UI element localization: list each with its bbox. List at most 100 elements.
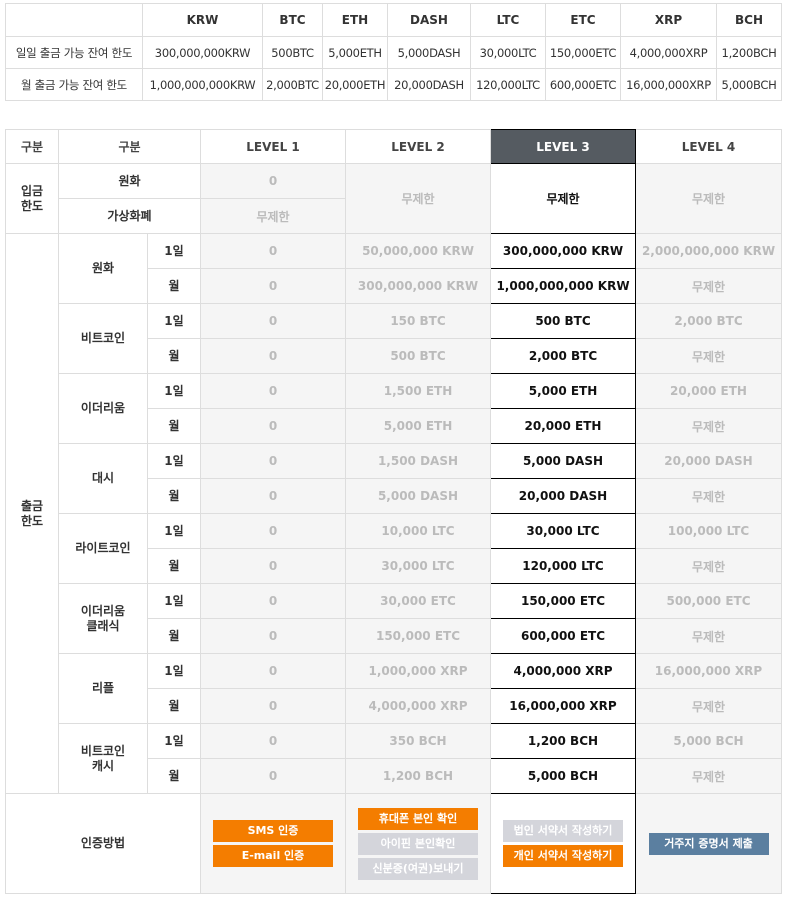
coin-name: 이더리움 xyxy=(58,373,148,444)
auth-button[interactable]: 아이핀 본인확인 xyxy=(358,832,478,855)
header-level-3: LEVEL 3 xyxy=(490,129,636,164)
level4-limit: 무제한 xyxy=(635,408,782,444)
level4-limit: 무제한 xyxy=(635,338,782,374)
summary-value: 1,200BCH xyxy=(716,36,782,69)
level1-limit: 0 xyxy=(200,408,346,444)
level4-limit: 무제한 xyxy=(635,758,782,794)
level1-limit: 0 xyxy=(200,653,346,689)
summary-value: 150,000ETC xyxy=(545,36,621,69)
level1-limit: 0 xyxy=(200,303,346,339)
summary-row: 월 출금 가능 잔여 한도 1,000,000,000KRW 2,000BTC 20,… xyxy=(5,68,782,101)
level3-limit: 150,000 ETC xyxy=(490,583,636,619)
level3-limit: 5,000 BCH xyxy=(490,758,636,794)
header-level-2: LEVEL 2 xyxy=(345,129,491,164)
period-label: 월 xyxy=(147,758,201,794)
period-label: 월 xyxy=(147,618,201,654)
level2-limit: 150 BTC xyxy=(345,303,491,339)
period-label: 월 xyxy=(147,338,201,374)
level3-limit: 120,000 LTC xyxy=(490,548,636,584)
period-label: 월 xyxy=(147,408,201,444)
level3-limit: 20,000 ETH xyxy=(490,408,636,444)
level1-limit: 0 xyxy=(200,338,346,374)
level4-limit: 무제한 xyxy=(635,268,782,304)
deposit-row-krw: 입금 한도 원화 0 무제한 무제한 무제한 xyxy=(5,163,782,234)
auth-label: 인증방법 xyxy=(5,793,201,894)
summary-row: 일일 출금 가능 잔여 한도 300,000,000KRW 500BTC 5,000E… xyxy=(5,36,782,69)
summary-value: 20,000ETH xyxy=(322,68,388,101)
summary-value: 4,000,000XRP xyxy=(620,36,717,69)
summary-row-label: 일일 출금 가능 잔여 한도 xyxy=(5,36,143,69)
level4-limit: 20,000 DASH xyxy=(635,443,782,479)
level1-limit: 0 xyxy=(200,478,346,514)
level2-limit: 5,000 ETH xyxy=(345,408,491,444)
auth-button[interactable]: 거주지 증명서 제출 xyxy=(648,832,769,855)
deposit-row-crypto: 가상화폐 무제한 xyxy=(6,198,782,234)
summary-value: 600,000ETC xyxy=(545,68,621,101)
level3-limit: 500 BTC xyxy=(490,303,636,339)
level1-limit: 0 xyxy=(200,513,346,549)
withdraw-label: 출금 한도 xyxy=(5,233,59,794)
auth-button[interactable]: 신분증(여권)보내기 xyxy=(358,857,478,880)
level1-limit: 0 xyxy=(200,723,346,759)
withdraw-row: 비트코인 1일 0 150 BTC 500 BTC 2,000 BTC xyxy=(6,303,782,374)
auth-button[interactable]: 개인 서약서 작성하기 xyxy=(503,845,623,867)
level2-limit: 10,000 LTC xyxy=(345,513,491,549)
period-label: 월 xyxy=(147,478,201,514)
level2-limit: 30,000 LTC xyxy=(345,548,491,584)
auth-button[interactable]: E-mail 인증 xyxy=(213,845,333,867)
level2-limit: 30,000 ETC xyxy=(345,583,491,619)
header-level-1: LEVEL 1 xyxy=(200,129,346,164)
level-limit-table: 구분 구분 LEVEL 1 LEVEL 2 LEVEL 3 LEVEL 4 입금 한도 원화 0 무… xyxy=(5,129,782,894)
level4-limit: 무제한 xyxy=(635,478,782,514)
coin-name: 리플 xyxy=(58,653,148,724)
summary-value: 1,000,000,000KRW xyxy=(142,68,263,101)
level4-auth-methods: 거주지 증명서 제출 xyxy=(635,793,782,894)
level1-limit: 0 xyxy=(200,233,346,269)
level2-limit: 1,500 DASH xyxy=(345,443,491,479)
withdraw-row: 월 0 5,000 ETH 20,000 ETH 무제한 xyxy=(6,408,782,444)
header-subcategory: 구분 xyxy=(58,129,201,164)
summary-header-1: KRW xyxy=(142,3,263,37)
coin-name: 원화 xyxy=(58,233,148,304)
summary-value: 30,000LTC xyxy=(470,36,546,69)
level2-limit: 4,000,000 XRP xyxy=(345,688,491,724)
summary-header-6: ETC xyxy=(545,3,621,37)
withdraw-row: 이더리움 1일 0 1,500 ETH 5,000 ETH 20,000 ETH xyxy=(6,373,782,444)
level4-deposit: 무제한 xyxy=(635,163,782,234)
level3-limit: 16,000,000 XRP xyxy=(490,688,636,724)
level1-limit: 0 xyxy=(200,268,346,304)
level4-limit: 2,000 BTC xyxy=(635,303,782,339)
auth-button[interactable]: SMS 인증 xyxy=(213,820,333,842)
header-level-4: LEVEL 4 xyxy=(635,129,782,164)
withdraw-row: 대시 1일 0 1,500 DASH 5,000 DASH 20,000 DASH xyxy=(6,443,782,514)
deposit-crypto-label: 가상화폐 xyxy=(58,198,201,234)
withdraw-row: 비트코인 캐시 1일 0 350 BCH 1,200 BCH 5,000 BCH xyxy=(6,723,782,794)
level2-limit: 350 BCH xyxy=(345,723,491,759)
summary-header-5: LTC xyxy=(470,3,546,37)
level1-limit: 0 xyxy=(200,758,346,794)
summary-value: 500BTC xyxy=(262,36,323,69)
auth-button[interactable]: 법인 서약서 작성하기 xyxy=(503,820,623,842)
withdraw-row: 월 0 5,000 DASH 20,000 DASH 무제한 xyxy=(6,478,782,514)
level3-limit: 5,000 ETH xyxy=(490,373,636,409)
level4-limit: 무제한 xyxy=(635,548,782,584)
period-label: 월 xyxy=(147,268,201,304)
level3-deposit: 무제한 xyxy=(490,163,636,234)
period-label: 월 xyxy=(147,548,201,584)
level4-limit: 100,000 LTC xyxy=(635,513,782,549)
summary-row-label: 월 출금 가능 잔여 한도 xyxy=(5,68,143,101)
period-label: 1일 xyxy=(147,443,201,479)
summary-header-0 xyxy=(5,3,143,37)
level4-limit: 16,000,000 XRP xyxy=(635,653,782,689)
withdraw-row: 라이트코인 1일 0 10,000 LTC 30,000 LTC 100,000 LTC xyxy=(6,513,782,584)
level2-auth-methods: 휴대폰 본인 확인 아이핀 본인확인 신분증(여권)보내기 xyxy=(345,793,491,894)
auth-button[interactable]: 휴대폰 본인 확인 xyxy=(358,807,478,830)
level1-limit: 0 xyxy=(200,443,346,479)
period-label: 1일 xyxy=(147,653,201,689)
level1-deposit-crypto: 무제한 xyxy=(200,198,346,234)
level2-limit: 500 BTC xyxy=(345,338,491,374)
withdraw-row: 월 0 4,000,000 XRP 16,000,000 XRP 무제한 xyxy=(6,688,782,724)
level2-limit: 1,500 ETH xyxy=(345,373,491,409)
summary-value: 300,000,000KRW xyxy=(142,36,263,69)
